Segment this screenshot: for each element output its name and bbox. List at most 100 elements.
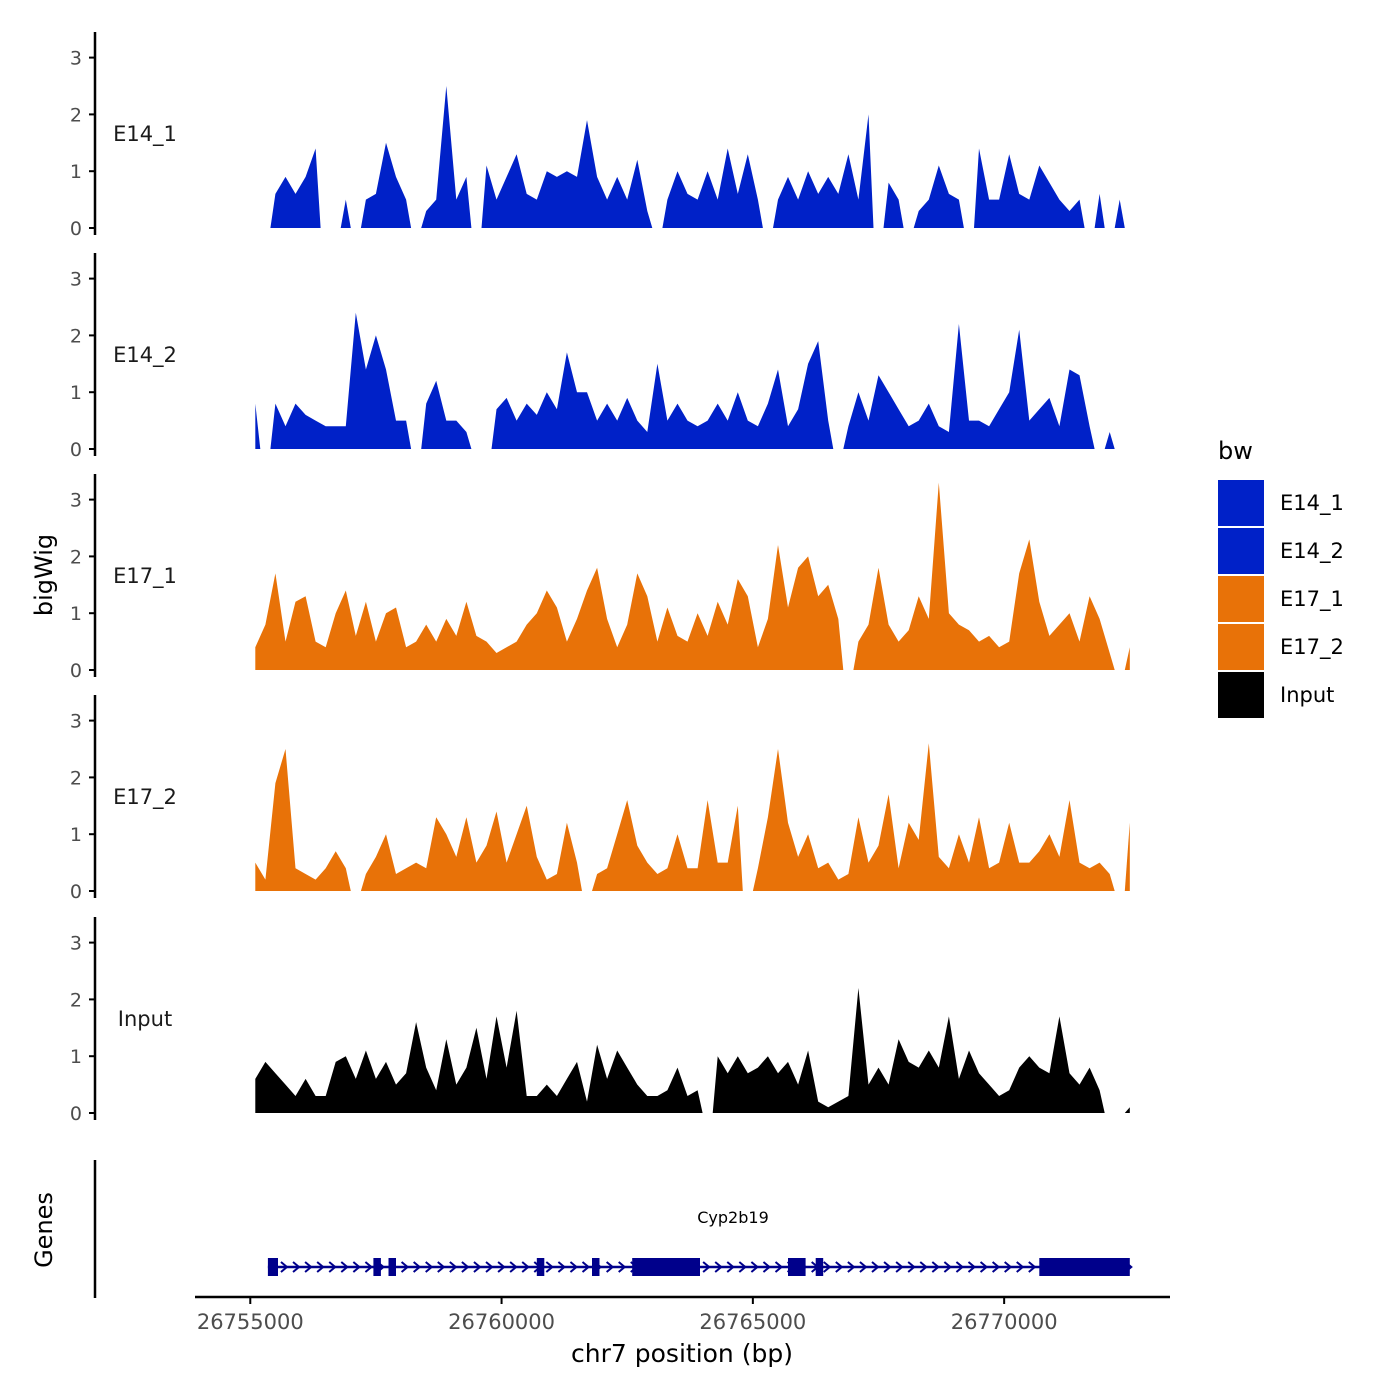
y-tick-label: 0 xyxy=(70,1103,82,1125)
gene-name-label: Cyp2b19 xyxy=(697,1208,769,1227)
y-tick-label: 2 xyxy=(70,767,82,789)
gene-exon xyxy=(373,1258,381,1276)
legend-label: E14_1 xyxy=(1280,491,1344,516)
gene-exon xyxy=(632,1258,700,1276)
panel-e14-1: 0 1 2 3 E14_1 xyxy=(70,32,1125,240)
track-label: E17_2 xyxy=(113,785,177,810)
track-label: Input xyxy=(118,1007,172,1031)
track-label: E17_1 xyxy=(113,564,177,589)
strand-chevron-icon xyxy=(280,1261,289,1273)
strand-chevron-icon xyxy=(449,1261,458,1273)
y-tick-label: 0 xyxy=(70,881,82,903)
strand-chevron-icon xyxy=(328,1261,337,1273)
strand-chevron-icon xyxy=(943,1261,952,1273)
strand-chevron-icon xyxy=(883,1261,892,1273)
strand-chevron-icon xyxy=(714,1261,723,1273)
legend-label: E17_1 xyxy=(1280,587,1344,612)
legend-title: bw xyxy=(1218,437,1253,465)
signal-area xyxy=(752,743,1115,891)
strand-chevron-icon xyxy=(485,1261,494,1273)
gene-exon xyxy=(788,1258,806,1276)
strand-chevron-icon xyxy=(400,1261,410,1273)
signal-area xyxy=(255,545,844,670)
y-tick-label: 3 xyxy=(70,490,82,512)
strand-chevron-icon xyxy=(702,1261,711,1273)
strand-chevron-icon xyxy=(352,1261,361,1273)
gene-exon xyxy=(388,1258,396,1276)
strand-chevron-icon xyxy=(581,1261,591,1273)
y-tick-label: 2 xyxy=(70,104,82,126)
strand-chevron-icon xyxy=(497,1261,506,1273)
strand-chevron-icon xyxy=(895,1261,904,1273)
legend-swatch xyxy=(1218,576,1264,622)
strand-chevron-icon xyxy=(364,1261,373,1273)
signal-area xyxy=(913,165,964,228)
x-axis: 26755000 26760000 26765000 26770000 xyxy=(195,1295,1170,1334)
strand-chevron-icon xyxy=(726,1261,735,1273)
signal-area xyxy=(255,749,351,891)
strand-chevron-icon xyxy=(1028,1261,1037,1273)
y-tick-label: 1 xyxy=(70,603,82,625)
strand-chevron-icon xyxy=(1004,1261,1013,1273)
signal-area xyxy=(1104,432,1115,449)
legend-swatch xyxy=(1218,480,1264,526)
signal-area xyxy=(773,114,874,228)
strand-chevron-icon xyxy=(605,1261,615,1273)
strand-chevron-icon xyxy=(750,1261,759,1273)
legend-label: E17_2 xyxy=(1280,635,1344,660)
strand-chevron-icon xyxy=(738,1261,747,1273)
signal-area xyxy=(491,341,834,449)
legend: bw E14_1 E14_2 E17_1 E17_2 Input xyxy=(1218,437,1344,718)
legend-label: E14_2 xyxy=(1280,539,1344,564)
strand-chevron-icon xyxy=(618,1261,627,1273)
y-tick-label: 0 xyxy=(70,218,82,240)
strand-chevron-icon xyxy=(340,1261,349,1273)
strand-chevron-icon xyxy=(967,1261,977,1273)
signal-area xyxy=(1094,193,1105,228)
strand-chevron-icon xyxy=(907,1261,916,1273)
signal-area xyxy=(843,324,1095,449)
strand-chevron-icon xyxy=(835,1261,844,1273)
strand-chevron-icon xyxy=(847,1261,856,1273)
strand-chevron-icon xyxy=(931,1261,940,1273)
x-tick-label: 26755000 xyxy=(197,1310,304,1334)
strand-chevron-icon xyxy=(823,1261,832,1273)
gene-exon xyxy=(1039,1258,1130,1276)
signal-area xyxy=(481,120,653,228)
signal-area xyxy=(270,312,412,449)
signal-area xyxy=(340,199,351,228)
track-label: E14_2 xyxy=(113,343,177,368)
y-tick-label: 3 xyxy=(70,711,82,733)
y-tick-label: 0 xyxy=(70,439,82,461)
legend-swatch xyxy=(1218,528,1264,574)
signal-area xyxy=(270,148,321,228)
panel-e14-2: 0 1 2 3 E14_2 xyxy=(70,253,1115,461)
panel-e17-2: 0 1 2 3 E17_2 xyxy=(70,695,1130,903)
legend-label: Input xyxy=(1280,683,1334,707)
strand-chevron-icon xyxy=(461,1261,470,1273)
y-tick-label: 2 xyxy=(70,989,82,1011)
legend-swatch xyxy=(1218,624,1264,670)
strand-chevron-icon xyxy=(955,1261,964,1273)
strand-chevron-icon xyxy=(774,1261,784,1273)
y-tick-label: 2 xyxy=(70,546,82,568)
signal-area xyxy=(1124,647,1130,670)
signal-area xyxy=(360,142,412,228)
gene-exon xyxy=(267,1258,278,1276)
signal-area xyxy=(853,482,1115,670)
strand-chevron-icon xyxy=(292,1261,301,1273)
signal-area xyxy=(1124,822,1130,891)
panel-e17-1: 0 1 2 3 E17_1 xyxy=(70,474,1130,682)
signal-area xyxy=(255,403,261,449)
y-tick-label: 1 xyxy=(70,382,82,404)
signal-area xyxy=(662,148,763,228)
x-axis-label: chr7 position (bp) xyxy=(571,1339,793,1368)
signal-area xyxy=(883,182,904,228)
strand-chevron-icon xyxy=(304,1261,313,1273)
x-tick-label: 26760000 xyxy=(448,1310,555,1334)
genes-track: Genes Cyp2b19 xyxy=(30,1160,1133,1298)
strand-chevron-icon xyxy=(859,1261,868,1273)
signal-area xyxy=(974,148,1085,228)
y-tick-label: 1 xyxy=(70,824,82,846)
